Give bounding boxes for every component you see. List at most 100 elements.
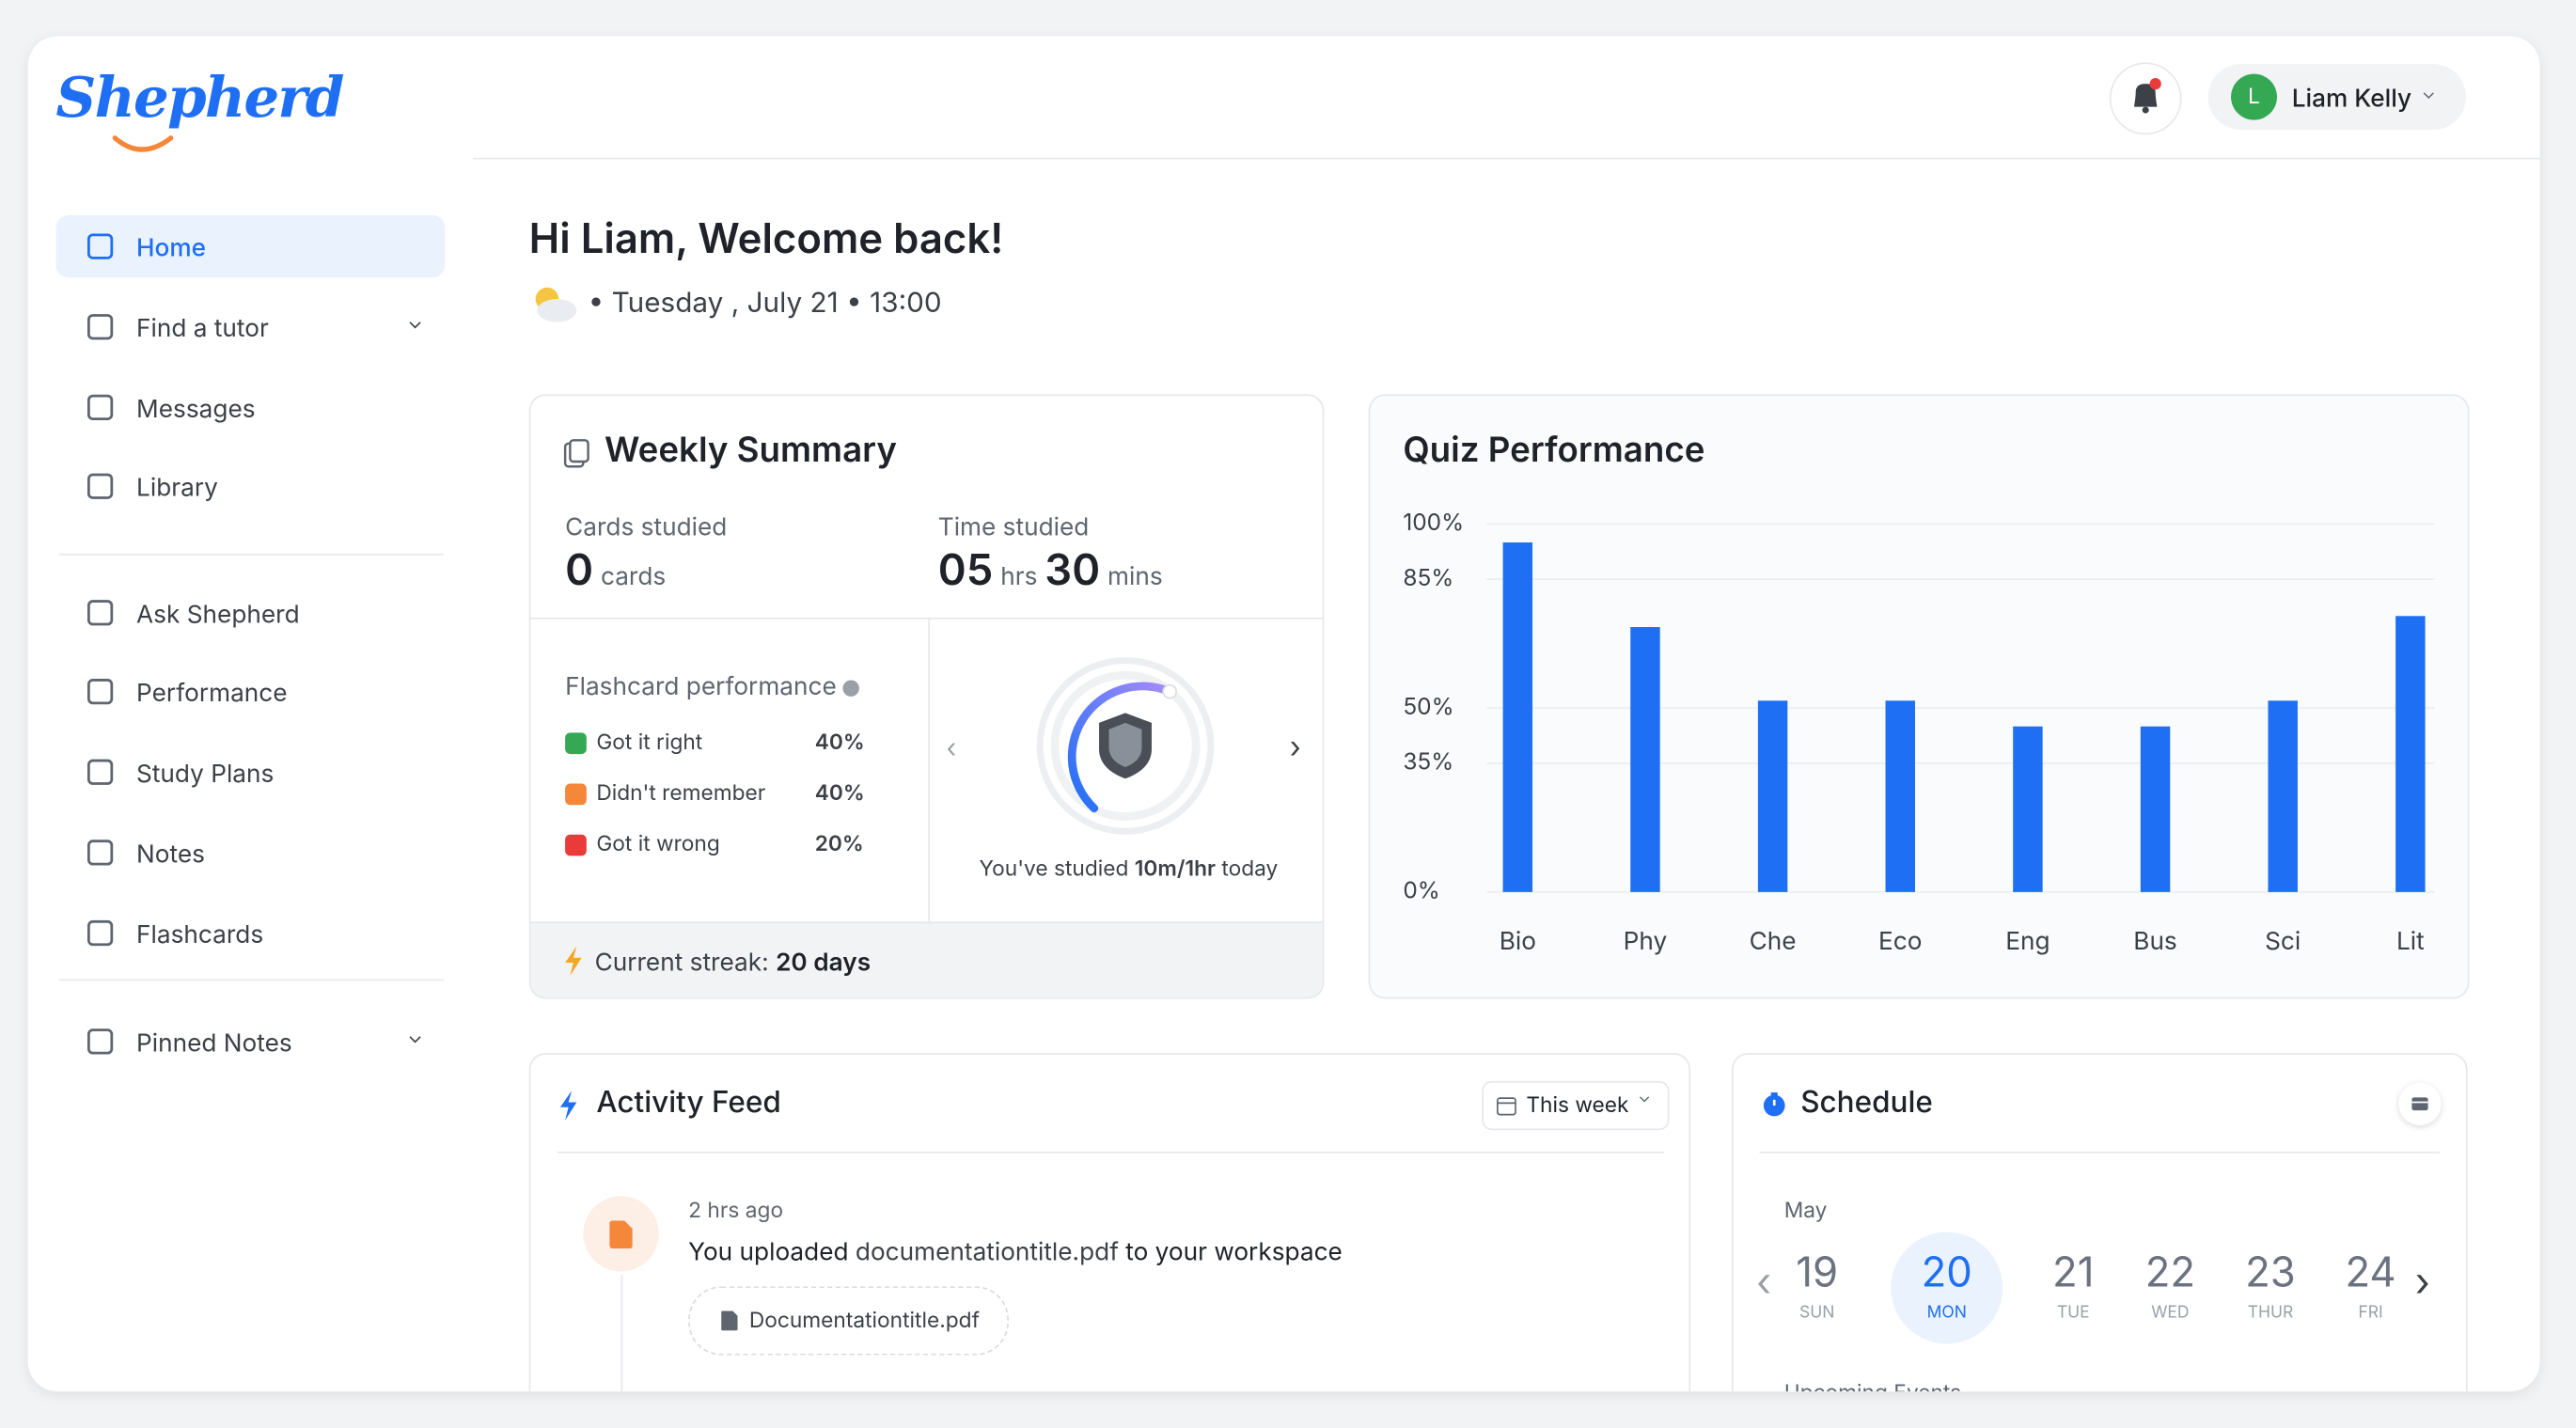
value: 30 [1045, 545, 1101, 597]
day-name: WED [2151, 1302, 2190, 1323]
day-number[interactable]: 20 [1921, 1248, 1972, 1298]
nav-icon [86, 840, 114, 866]
progress-ring [1036, 656, 1215, 835]
icon-shape [86, 394, 114, 420]
divider [928, 618, 931, 922]
streak-bar: Current streak: 20 days [530, 921, 1323, 997]
next-arrow[interactable]: › [1289, 730, 1301, 766]
streak: Current streak: 20 days [595, 947, 872, 978]
icon-shape [86, 600, 114, 626]
icon-shape [86, 919, 114, 947]
prev-arrow[interactable]: ‹ [1756, 1258, 1772, 1307]
label: Cards studied [565, 510, 728, 542]
text: today [1221, 855, 1279, 883]
icon-shape [86, 473, 114, 499]
flashcard-title: Flashcard performance [565, 670, 860, 701]
filter-dropdown[interactable]: This week ⌄ [1482, 1080, 1670, 1131]
unit: cards [600, 559, 667, 592]
user-name: Liam Kelly [2291, 82, 2412, 114]
legend-label: Didn't remember [596, 780, 766, 807]
nav-item[interactable]: Pinned Notes [136, 1027, 292, 1059]
chevron: ⌄ [407, 1023, 423, 1048]
activity-card: Activity Feed This week ⌄ 2 hrs ago You … [528, 1053, 1691, 1392]
logo-smile [112, 135, 174, 152]
divider [58, 979, 444, 981]
nav-item[interactable]: Find a tutor [136, 312, 269, 344]
label: Current streak: [594, 946, 769, 978]
day-number[interactable]: 22 [2144, 1248, 2196, 1298]
day-number[interactable]: 24 [2345, 1248, 2396, 1298]
window: Shepherd Home Find a tutor ⌄ Messages Librar… [27, 36, 2540, 1392]
nav-item[interactable]: Study Plans [136, 757, 275, 789]
bolt-icon [565, 946, 582, 976]
text: You uploaded [688, 1235, 849, 1267]
user-menu[interactable]: L Liam Kelly ⌄ [2207, 64, 2466, 131]
text: You've studied [979, 855, 1129, 883]
chevron: ⌄ [407, 308, 423, 334]
nav-item[interactable]: Notes [136, 838, 205, 870]
prev-arrow[interactable]: ‹ [946, 730, 957, 764]
day-name: MON [1926, 1302, 1967, 1323]
value: 20 days [776, 946, 872, 978]
legend-value: 20% [814, 831, 864, 858]
cards-stat: 0 cards [565, 545, 666, 596]
calendar-button[interactable] [2398, 1082, 2442, 1126]
day-number[interactable]: 19 [1796, 1248, 1839, 1298]
nav-item[interactable]: Home [136, 231, 207, 263]
nav-icon [86, 473, 114, 499]
icon-shape [86, 1028, 114, 1055]
nav-item[interactable]: Messages [136, 392, 256, 424]
header-divider [473, 157, 2540, 160]
value: 0 [565, 545, 594, 597]
studied-text: You've studied 10m/1hr today [979, 855, 1278, 882]
legend-swatch [565, 732, 587, 755]
legend-label: Got it right [596, 729, 703, 756]
divider [1759, 1151, 2440, 1153]
greeting-title: Hi Liam, Welcome back! [528, 214, 1004, 265]
attachment[interactable]: Documentationtitle.pdf [688, 1286, 1009, 1356]
chevron: ⌄ [1638, 1087, 1651, 1107]
nav-item[interactable]: Flashcards [136, 918, 264, 950]
logo[interactable]: Shepherd [55, 65, 344, 132]
notification-button[interactable] [2109, 62, 2182, 135]
card-title: Activity Feed [596, 1086, 781, 1121]
icon-shape [86, 840, 114, 866]
nav-icon [86, 233, 114, 259]
clock-icon [1763, 1092, 1785, 1117]
schedule-card: Schedule May ‹ › 19 SUN 20 MON 21 TUE 22 WED 23 T… [1731, 1053, 2468, 1392]
file-icon-bg [583, 1196, 659, 1272]
window-content: Shepherd Home Find a tutor ⌄ Messages Librar… [28, 36, 2540, 1392]
nav-item[interactable]: Library [136, 471, 218, 503]
chevron: ⌄ [2421, 80, 2436, 104]
icon-shape [86, 679, 114, 705]
card-title: Schedule [1800, 1086, 1933, 1121]
file-link[interactable]: documentationtitle.pdf [855, 1235, 1119, 1267]
nav-item[interactable]: Performance [136, 676, 288, 709]
weather-icon [535, 287, 577, 322]
nav-icon [86, 759, 114, 785]
nav-icon [86, 600, 114, 626]
nav-icon [86, 919, 114, 947]
info-icon[interactable] [843, 680, 860, 697]
text: to your workspace [1125, 1235, 1343, 1267]
icon-shape [86, 759, 114, 785]
unit: mins [1107, 559, 1163, 592]
filter-label: This week [1526, 1092, 1629, 1120]
amount: 10m/1hr [1134, 855, 1217, 883]
next-arrow[interactable]: › [2414, 1258, 2430, 1307]
summary-icon [563, 439, 589, 468]
chart-title: Quiz Performance [1403, 430, 1705, 472]
day-number[interactable]: 21 [2052, 1248, 2095, 1298]
legend-label: Got it wrong [596, 831, 720, 858]
date-line: • Tuesday , July 21 • 13:00 [588, 287, 942, 321]
nav-item[interactable]: Ask Shepherd [136, 598, 300, 630]
legend-value: 40% [814, 780, 865, 807]
time-stat: 05 hrs 30 mins [938, 545, 1163, 596]
card-title: Weekly Summary [605, 430, 897, 472]
upcoming-label: Upcoming Events [1784, 1380, 1961, 1391]
day-name: TUE [2056, 1302, 2090, 1323]
text: Flashcard performance [565, 669, 837, 702]
day-number[interactable]: 23 [2245, 1248, 2296, 1298]
date: Tuesday , July 21 [611, 287, 839, 321]
